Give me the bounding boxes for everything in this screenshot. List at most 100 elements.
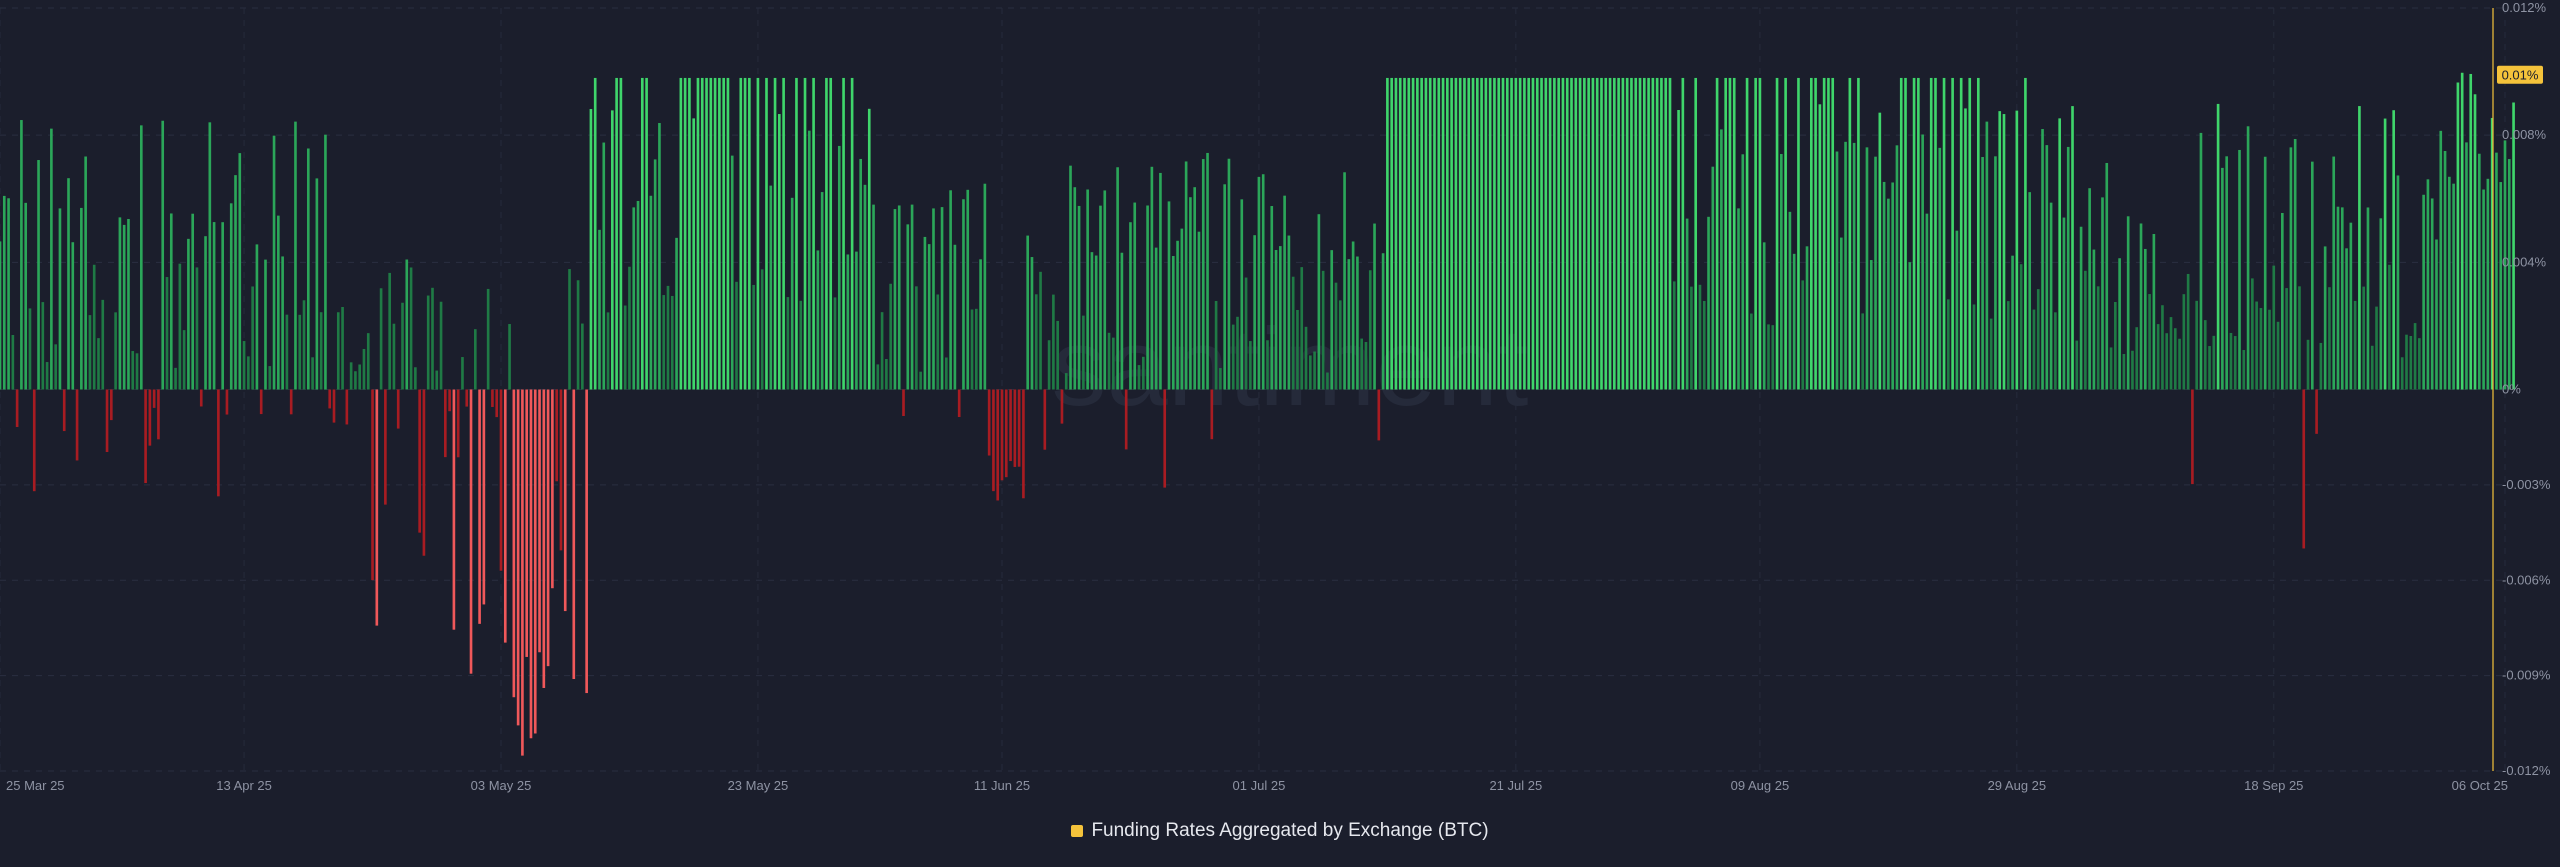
bar (1745, 77, 1749, 390)
bar (122, 224, 126, 390)
bar (1809, 77, 1813, 390)
bar (542, 389, 546, 688)
bar (2242, 350, 2246, 390)
bar (2345, 248, 2348, 390)
x-tick-label: 29 Aug 25 (1988, 778, 2047, 793)
bar (2203, 320, 2207, 390)
bar (1981, 157, 1984, 390)
bar (1724, 77, 1727, 390)
x-tick-label: 11 Jun 25 (974, 778, 1030, 793)
bar (632, 207, 636, 390)
bar (1899, 77, 1903, 390)
bar (2340, 207, 2344, 390)
bar (1762, 242, 1766, 390)
bar (234, 175, 237, 390)
bar (306, 148, 310, 390)
bar (803, 77, 807, 390)
bar (1013, 389, 1017, 467)
bar (2118, 258, 2121, 390)
bar (2079, 226, 2083, 390)
bar (1951, 77, 1954, 390)
bar (979, 259, 982, 390)
bar (945, 357, 948, 390)
bar (1972, 304, 1976, 390)
bar (855, 251, 858, 390)
bar (1073, 187, 1077, 390)
bar (2, 195, 6, 390)
bar (983, 183, 987, 390)
bar (384, 389, 387, 505)
bar (2024, 77, 2027, 390)
bar (277, 215, 280, 390)
bar (1861, 313, 1865, 390)
bar (709, 77, 713, 390)
bar (1964, 108, 1967, 390)
bar (585, 389, 588, 694)
bar (131, 351, 135, 390)
bar (756, 77, 760, 390)
bar (426, 295, 430, 390)
bar (1129, 222, 1132, 390)
bar (1938, 147, 1942, 390)
bar (1124, 389, 1128, 450)
bar (1458, 77, 1462, 390)
bar (1668, 77, 1672, 390)
bar (2276, 321, 2280, 390)
bar (148, 389, 152, 446)
bar (221, 222, 224, 390)
bar (289, 389, 293, 415)
bar (1523, 77, 1526, 390)
bar (1480, 77, 1483, 390)
bar (1433, 77, 1436, 390)
bar (1274, 250, 1278, 390)
bar (1356, 256, 1359, 390)
bar (354, 371, 357, 390)
bar (2054, 312, 2057, 390)
bar (795, 77, 798, 390)
bar (2452, 183, 2455, 390)
bar (846, 254, 850, 390)
bar (1908, 262, 1912, 390)
bar (2143, 248, 2147, 390)
bar (640, 77, 644, 390)
bar (409, 267, 413, 390)
bar (521, 389, 524, 756)
bar (2225, 156, 2228, 390)
bar (932, 208, 935, 390)
bar (2015, 110, 2019, 390)
bar (2512, 102, 2515, 390)
bar (268, 366, 272, 390)
bar (713, 77, 717, 390)
bar (1103, 190, 1107, 390)
bar (2169, 317, 2173, 390)
bar (2114, 301, 2117, 390)
bar (752, 284, 755, 390)
bar (1454, 77, 1458, 390)
bar (897, 205, 901, 390)
bar (174, 367, 177, 390)
bar (1159, 172, 1162, 390)
bar (20, 120, 23, 390)
bar (996, 389, 1000, 501)
legend[interactable]: Funding Rates Aggregated by Exchange (BT… (0, 820, 2560, 842)
bar (730, 155, 734, 390)
bar (2435, 239, 2438, 390)
bar (255, 244, 259, 390)
bar (1784, 77, 1787, 390)
bar (1403, 77, 1406, 390)
bar (525, 389, 529, 657)
bar (1086, 189, 1089, 390)
bar (2173, 328, 2177, 390)
bar (606, 312, 610, 390)
bar (1570, 77, 1573, 390)
bar (379, 288, 383, 390)
bar (1043, 389, 1047, 450)
bar (2293, 139, 2297, 390)
bar (2221, 167, 2224, 390)
bar (1004, 389, 1008, 478)
bar (1082, 315, 1085, 390)
bar (1895, 145, 1899, 390)
bar (1193, 187, 1197, 390)
bar (512, 389, 516, 698)
bar (161, 120, 165, 390)
